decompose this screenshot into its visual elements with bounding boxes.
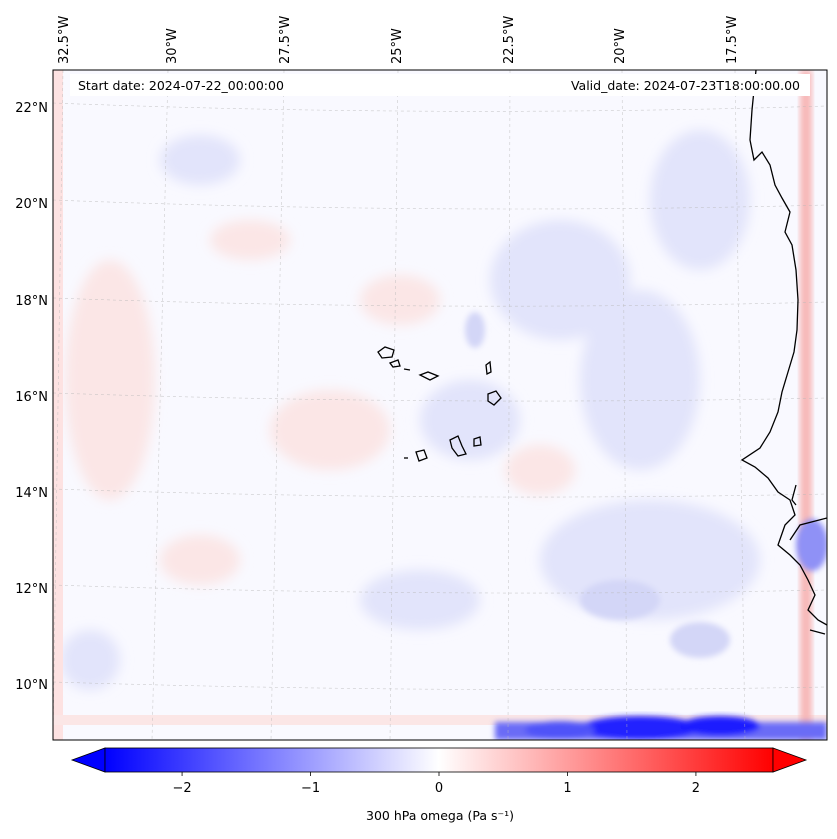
coastlines: [740, 70, 827, 635]
lon-label: 32.5°W: [57, 16, 72, 64]
map-panel: Start date: 2024-07-22_00:00:00 Valid_da…: [52, 69, 828, 741]
coast-river-mouth: [789, 517, 827, 541]
lon-label: 25°W: [390, 28, 405, 64]
cape-verde-islands: [377, 346, 502, 462]
coastal-ascent-blob: [796, 519, 827, 571]
colorbar-tick-label: 2: [692, 781, 700, 796]
island-santa-luzia: [403, 368, 411, 371]
valid-date-label: Valid_date: 2024-07-23T18:00:00.00: [571, 78, 800, 93]
colorbar-ticks: −2 −1 0 1 2: [172, 772, 700, 796]
colorbar-tick-label: −1: [301, 781, 320, 796]
west-boundary-band: [53, 70, 63, 740]
lat-label: 14°N: [15, 486, 48, 501]
coast-islets: [809, 629, 826, 635]
island-santiago: [449, 435, 467, 457]
weak-ascent-areas: [60, 130, 760, 690]
lon-label: 30°W: [165, 28, 180, 64]
lon-label: 17.5°W: [725, 16, 740, 64]
lat-label: 12°N: [15, 582, 48, 597]
colorbar-tick-label: 0: [435, 781, 443, 796]
colorbar-max-extend: [772, 747, 808, 773]
island-maio: [473, 436, 482, 447]
lat-label: 10°N: [15, 678, 48, 693]
colorbar: −2 −1 0 1 2 300 hPa omega (Pa s⁻¹): [70, 747, 808, 823]
lat-label: 16°N: [15, 390, 48, 405]
colorbar-tick-label: 1: [563, 781, 571, 796]
map-frame: [52, 69, 828, 741]
moderate-ascent-areas: [465, 312, 730, 658]
island-sal: [485, 360, 492, 375]
east-boundary-band: [800, 70, 812, 740]
coast-inlet: [791, 484, 797, 506]
latitude-labels: 22°N 20°N 18°N 16°N 14°N 12°N 10°N: [15, 101, 48, 693]
island-sao-vicente: [388, 359, 401, 368]
start-date-label: Start date: 2024-07-22_00:00:00: [78, 78, 284, 93]
lon-label: 27.5°W: [278, 16, 293, 64]
colorbar-min-extend: [70, 747, 106, 773]
island-boa-vista: [487, 390, 502, 406]
lat-label: 22°N: [15, 101, 48, 116]
lon-label: 20°W: [613, 28, 628, 64]
weak-descent-areas: [65, 220, 575, 585]
lat-label: 20°N: [15, 197, 48, 212]
lat-label: 18°N: [15, 294, 48, 309]
longitude-labels: 32.5°W 30°W 27.5°W 25°W 22.5°W 20°W 17.5…: [57, 16, 740, 64]
colorbar-gradient: [104, 747, 774, 773]
omega-field: [53, 70, 827, 740]
info-box: [70, 74, 810, 96]
graticule: [53, 70, 827, 740]
lon-label: 22.5°W: [502, 16, 517, 64]
colorbar-tick-label: −2: [172, 781, 191, 796]
south-boundary-band: [53, 715, 827, 725]
south-strong-ascent-band: [495, 716, 827, 740]
island-santo-antao: [377, 346, 395, 359]
colorbar-label: 300 hPa omega (Pa s⁻¹): [366, 808, 514, 823]
island-fogo: [415, 449, 428, 462]
africa-coastline: [740, 70, 827, 626]
island-sao-nicolau: [418, 371, 440, 381]
